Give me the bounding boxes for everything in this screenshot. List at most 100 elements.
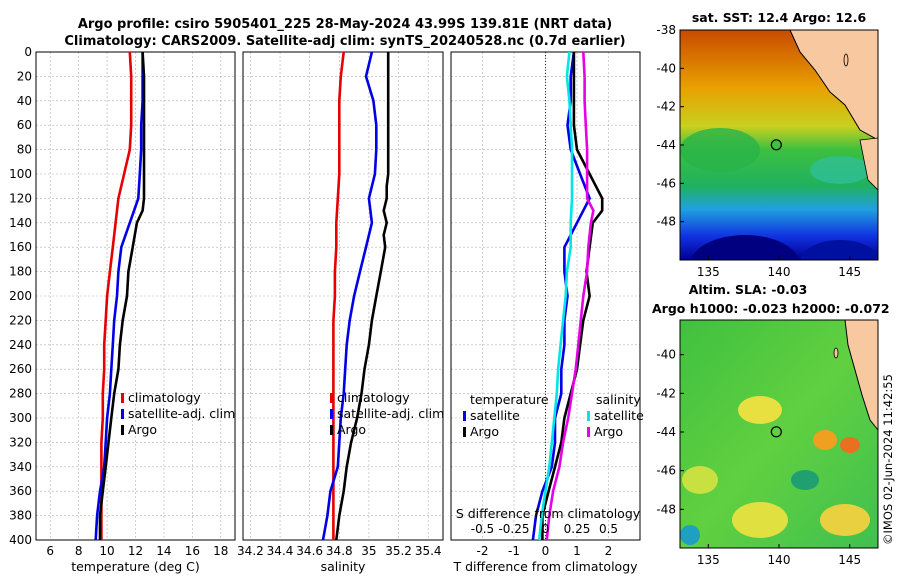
map-x-tick-label: 135 bbox=[697, 553, 720, 567]
sla-island bbox=[833, 347, 839, 359]
map-y-tick-label: -46 bbox=[656, 464, 676, 478]
top-tick-label: -0.5 bbox=[471, 522, 494, 536]
map-y-tick-label: -46 bbox=[656, 176, 676, 190]
sst-warm-patch bbox=[810, 156, 870, 184]
map-y-tick-label: -42 bbox=[656, 386, 676, 400]
y-tick-label: 100 bbox=[9, 167, 32, 181]
map-y-tick-label: -44 bbox=[656, 425, 676, 439]
top-axis-label: S difference from climatology bbox=[456, 506, 641, 521]
sst-map-title: sat. SST: 12.4 Argo: 12.6 bbox=[692, 10, 867, 25]
sla-map: Altim. SLA: -0.03 Argo h1000: -0.023 h20… bbox=[652, 282, 890, 567]
x-tick-label: 2 bbox=[605, 544, 613, 558]
map-y-tick-label: -48 bbox=[656, 215, 676, 229]
x-tick-label: -2 bbox=[477, 544, 489, 558]
map-y-tick-label: -48 bbox=[656, 502, 676, 516]
y-tick-label: 340 bbox=[9, 460, 32, 474]
series-line-climatology bbox=[332, 51, 345, 540]
y-tick-label: 300 bbox=[9, 411, 32, 425]
sst-land-mass bbox=[790, 30, 878, 140]
sla-map-subtitle: Argo h1000: -0.023 h2000: -0.072 bbox=[652, 301, 890, 316]
x-axis-label: temperature (deg C) bbox=[71, 559, 200, 574]
map-y-tick-label: -40 bbox=[656, 348, 676, 362]
profile-panel-1: 6 8 10 12 14 16 18 temperature (deg C) 0 20 40 60 80… bbox=[9, 45, 236, 574]
x-tick-label: 6 bbox=[46, 544, 54, 558]
sla-map-title: Altim. SLA: -0.03 bbox=[689, 282, 808, 297]
y-tick-label: 220 bbox=[9, 313, 32, 327]
sst-land-tas bbox=[859, 137, 878, 191]
legend-label: Argo bbox=[470, 424, 499, 439]
y-tick-label: 320 bbox=[9, 435, 32, 449]
title-line1: Argo profile: csiro 5905401_225 28-May-2… bbox=[78, 17, 612, 32]
legend-swatch bbox=[330, 393, 333, 403]
x-tick-label: 35 bbox=[361, 544, 376, 558]
legend-title-temperature: temperature bbox=[470, 392, 549, 407]
top-tick-label: 0.25 bbox=[564, 522, 591, 536]
legend-label: climatology bbox=[128, 390, 201, 405]
legend-swatch bbox=[330, 409, 333, 419]
profile-panel-2: 34.2 34.4 34.6 34.8 35 35.2 35.4 salinity climat… bbox=[237, 51, 444, 574]
legend-label: satellite bbox=[470, 408, 520, 423]
y-tick-label: 360 bbox=[9, 484, 32, 498]
sst-coastline bbox=[789, 30, 878, 141]
x-tick-label: 12 bbox=[128, 544, 143, 558]
y-tick-label: 60 bbox=[17, 118, 32, 132]
y-tick-label: 40 bbox=[17, 94, 32, 108]
sla-high-1 bbox=[738, 396, 782, 424]
top-tick-label: 0 bbox=[542, 522, 550, 536]
sst-cold-eddy bbox=[690, 235, 800, 260]
sla-high-3 bbox=[840, 437, 860, 453]
map-y-tick-label: -42 bbox=[656, 100, 676, 114]
x-tick-label: 35.4 bbox=[415, 544, 442, 558]
legend-swatch bbox=[587, 411, 590, 421]
x-tick-label: 14 bbox=[156, 544, 171, 558]
map-x-tick-label: 145 bbox=[838, 553, 861, 567]
profile-panel-3: -2 -1 0 1 2T difference from climatology temp… bbox=[450, 51, 644, 574]
x-axis-label: salinity bbox=[321, 559, 366, 574]
x-tick-label: -1 bbox=[508, 544, 520, 558]
sla-high-2 bbox=[813, 430, 837, 450]
sst-island bbox=[843, 53, 849, 67]
x-tick-label: 34.4 bbox=[267, 544, 294, 558]
legend-label: climatology bbox=[337, 390, 410, 405]
x-tick-label: 16 bbox=[185, 544, 200, 558]
x-tick-label: 0 bbox=[542, 544, 550, 558]
legend-swatch bbox=[121, 393, 124, 403]
y-tick-label: 120 bbox=[9, 191, 32, 205]
y-tick-label: 80 bbox=[17, 143, 32, 157]
legend-title-salinity: salinity bbox=[596, 392, 641, 407]
legend-swatch bbox=[330, 425, 333, 435]
series-line-salinity-satellite bbox=[537, 51, 574, 541]
y-tick-label: 200 bbox=[9, 289, 32, 303]
legend-label: Argo bbox=[337, 422, 366, 437]
series-line-argo bbox=[98, 51, 146, 540]
legend-swatch bbox=[121, 409, 124, 419]
y-tick-label: 380 bbox=[9, 509, 32, 523]
x-tick-label: 34.8 bbox=[326, 544, 353, 558]
sla-low-1 bbox=[680, 525, 700, 545]
y-tick-label: 20 bbox=[17, 69, 32, 83]
legend-swatch bbox=[463, 427, 466, 437]
legend-label: satellite-adj. clim bbox=[128, 406, 235, 421]
legend-swatch bbox=[121, 425, 124, 435]
series-line-temperature-satellite bbox=[531, 51, 591, 541]
y-tick-label: 180 bbox=[9, 265, 32, 279]
watermark: ©IMOS 02-Jun-2024 11:42:55 bbox=[881, 374, 895, 545]
map-y-tick-label: -40 bbox=[656, 61, 676, 75]
series-line-salinity-argo bbox=[545, 51, 595, 541]
map-x-tick-label: 135 bbox=[697, 265, 720, 279]
top-tick-label: 0.5 bbox=[599, 522, 618, 536]
title-line2: Climatology: CARS2009. Satellite-adj cli… bbox=[64, 34, 625, 49]
sla-land-mass bbox=[845, 320, 878, 430]
series-line-satellite-adj-clim bbox=[94, 52, 144, 541]
top-tick-label: -0.25 bbox=[498, 522, 529, 536]
x-tick-label: 34.2 bbox=[237, 544, 264, 558]
x-tick-label: 1 bbox=[573, 544, 581, 558]
series-line-climatology bbox=[100, 51, 133, 540]
x-tick-label: 35.2 bbox=[385, 544, 412, 558]
y-tick-label: 400 bbox=[9, 533, 32, 547]
legend-label: satellite-adj. clim bbox=[337, 406, 444, 421]
sla-high-6 bbox=[682, 466, 718, 494]
y-tick-label: 280 bbox=[9, 387, 32, 401]
sla-high-4 bbox=[732, 502, 788, 538]
